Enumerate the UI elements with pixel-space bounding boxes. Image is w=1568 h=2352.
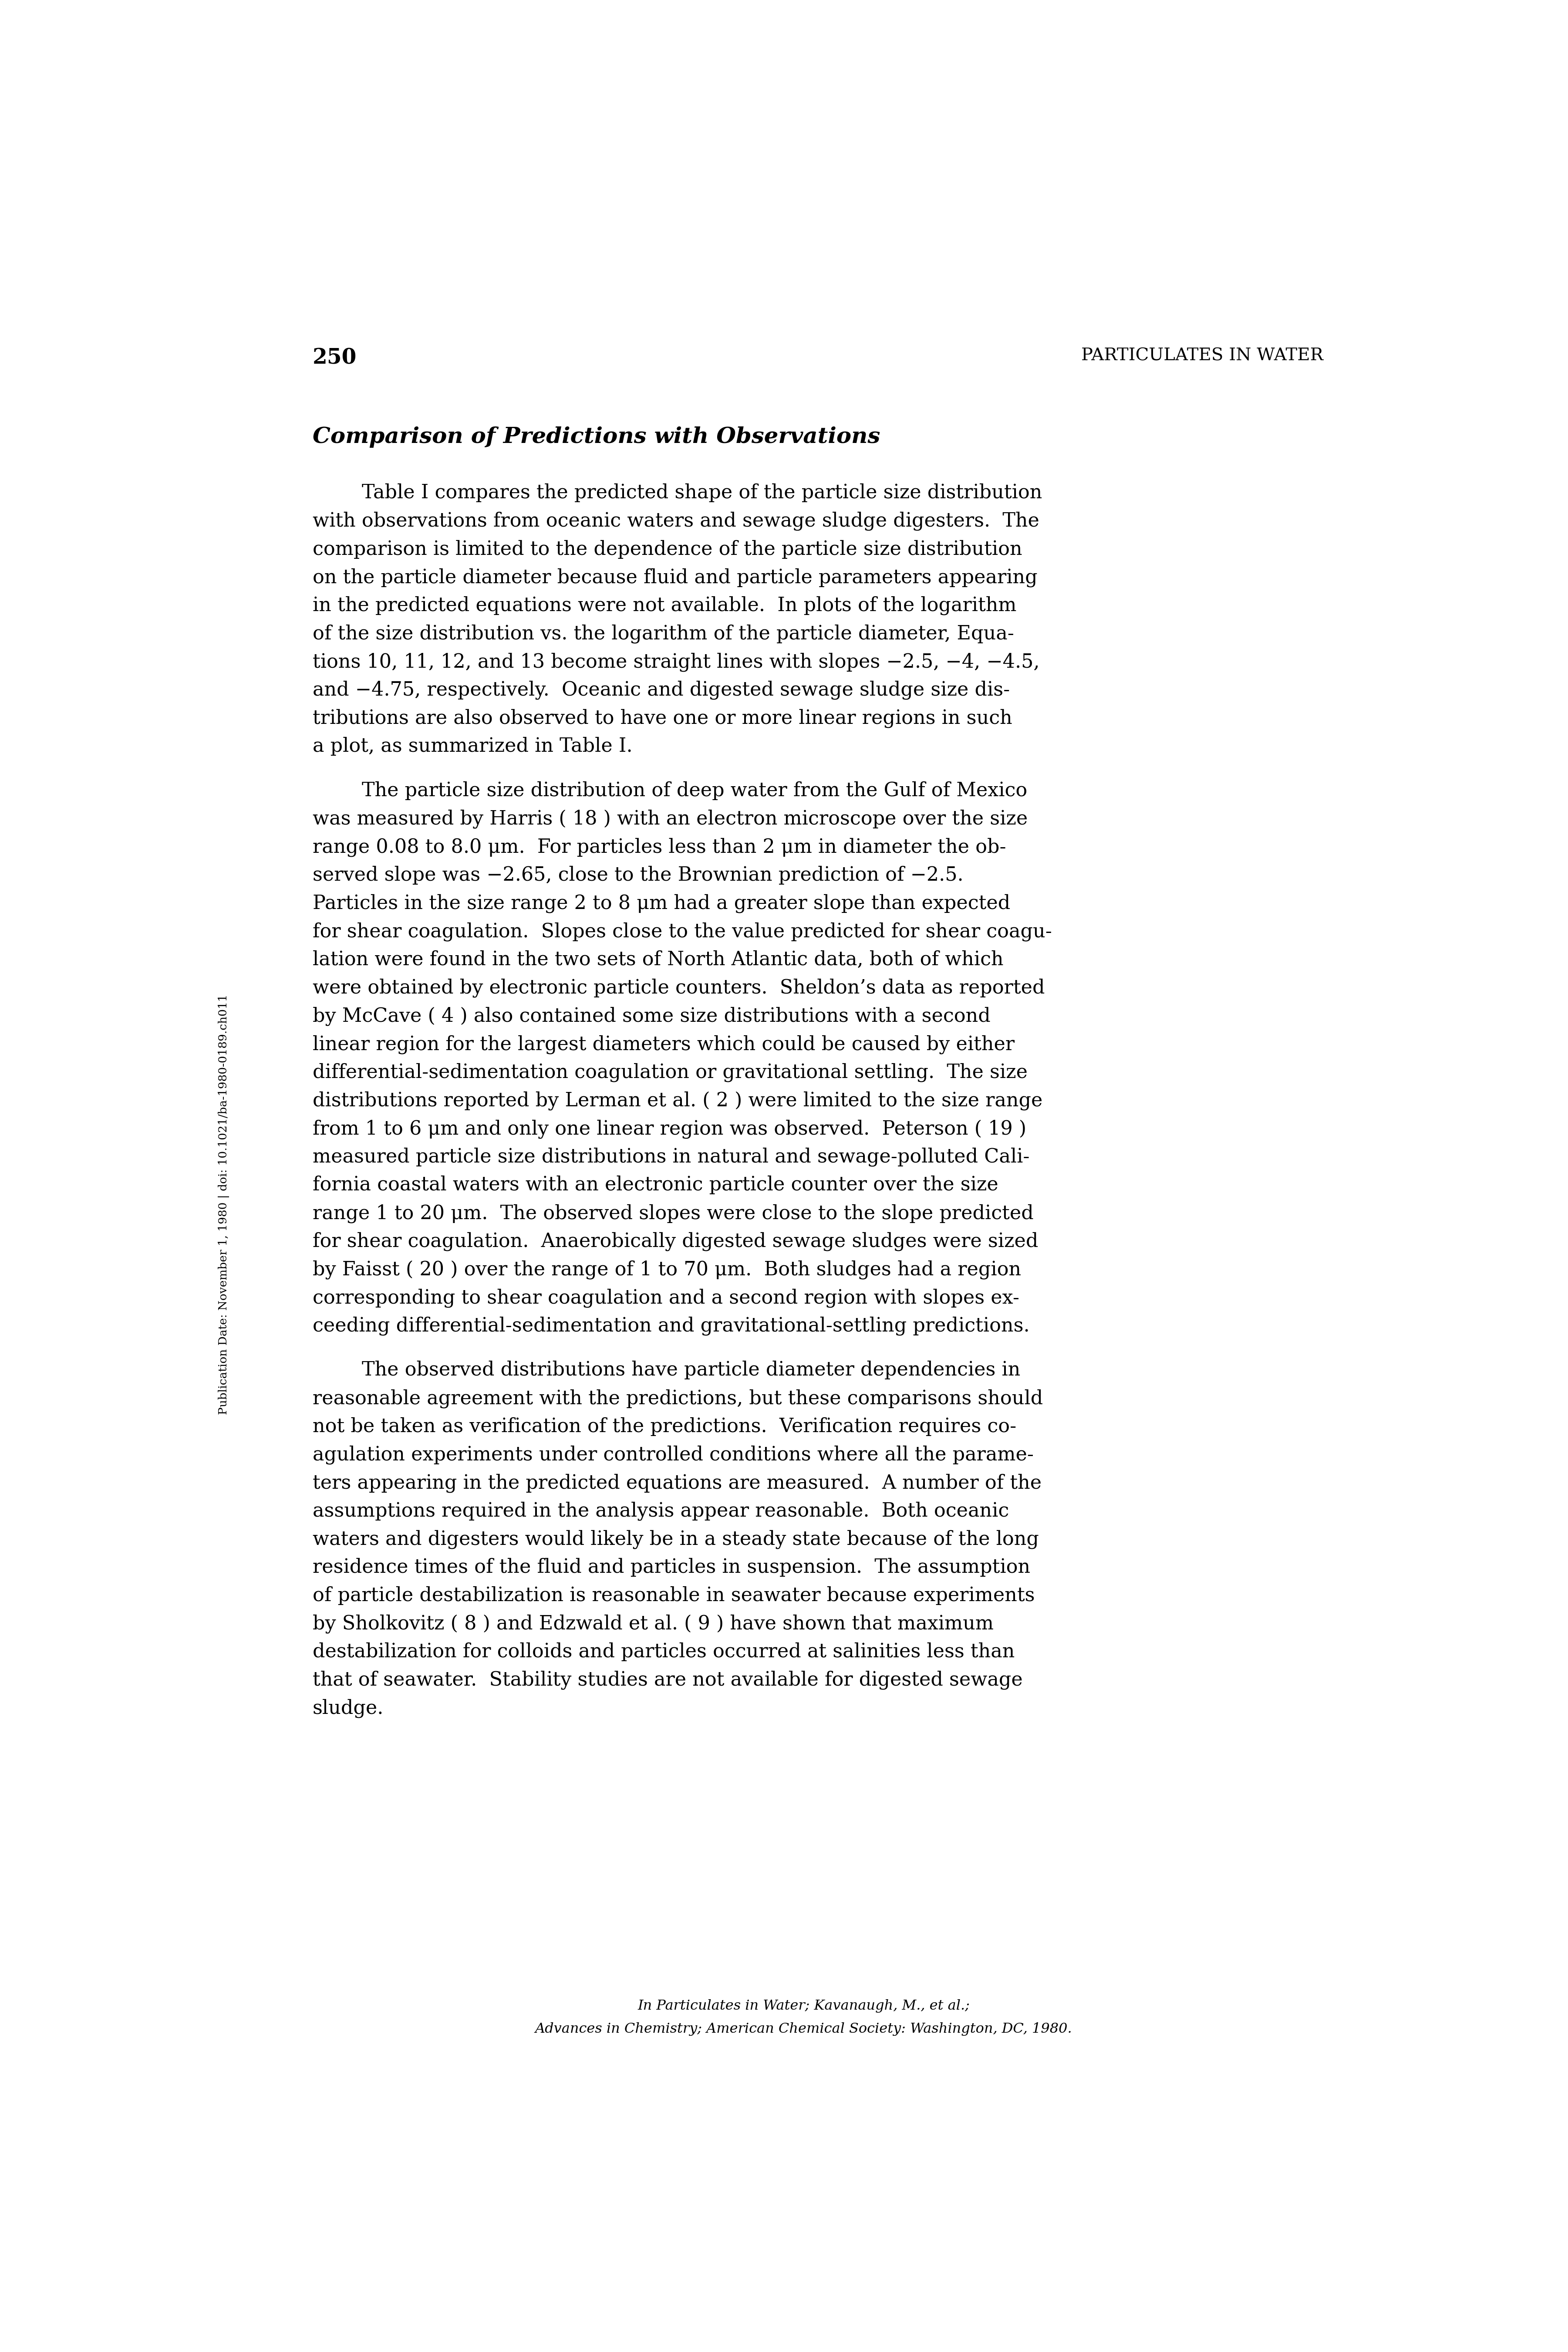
Text: PARTICULATES IN WATER: PARTICULATES IN WATER <box>1080 348 1323 365</box>
Text: Particles in the size range 2 to 8 μm had a greater slope than expected: Particles in the size range 2 to 8 μm ha… <box>312 894 1010 913</box>
Text: a plot, as summarized in Table I.: a plot, as summarized in Table I. <box>312 736 632 755</box>
Text: for shear coagulation.  Anaerobically digested sewage sludges were sized: for shear coagulation. Anaerobically dig… <box>312 1232 1038 1251</box>
Text: linear region for the largest diameters which could be caused by either: linear region for the largest diameters … <box>312 1035 1014 1054</box>
Text: were obtained by electronic particle counters.  Sheldon’s data as reported: were obtained by electronic particle cou… <box>312 978 1044 997</box>
Text: 250: 250 <box>312 348 356 369</box>
Text: fornia coastal waters with an electronic particle counter over the size: fornia coastal waters with an electronic… <box>312 1176 999 1195</box>
Text: differential-sedimentation coagulation or gravitational settling.  The size: differential-sedimentation coagulation o… <box>312 1063 1027 1082</box>
Text: for shear coagulation.  Slopes close to the value predicted for shear coagu-: for shear coagulation. Slopes close to t… <box>312 922 1052 941</box>
Text: agulation experiments under controlled conditions where all the parame-: agulation experiments under controlled c… <box>312 1446 1033 1465</box>
Text: The observed distributions have particle diameter dependencies in: The observed distributions have particle… <box>312 1362 1021 1381</box>
Text: destabilization for colloids and particles occurred at salinities less than: destabilization for colloids and particl… <box>312 1642 1014 1661</box>
Text: in the predicted equations were not available.  In plots of the logarithm: in the predicted equations were not avai… <box>312 595 1016 616</box>
Text: range 0.08 to 8.0 μm.  For particles less than 2 μm in diameter the ob-: range 0.08 to 8.0 μm. For particles less… <box>312 837 1007 856</box>
Text: corresponding to shear coagulation and a second region with slopes ex-: corresponding to shear coagulation and a… <box>312 1289 1019 1308</box>
Text: Table I compares the predicted shape of the particle size distribution: Table I compares the predicted shape of … <box>312 485 1043 503</box>
Text: The particle size distribution of deep water from the Gulf of Mexico: The particle size distribution of deep w… <box>312 781 1027 800</box>
Text: by Faisst ( 20 ) over the range of 1 to 70 μm.  Both sludges had a region: by Faisst ( 20 ) over the range of 1 to … <box>312 1261 1021 1279</box>
Text: of the size distribution vs. the logarithm of the particle diameter, Equa-: of the size distribution vs. the logarit… <box>312 623 1014 644</box>
Text: Comparison of Predictions with Observations: Comparison of Predictions with Observati… <box>312 426 880 447</box>
Text: assumptions required in the analysis appear reasonable.  Both oceanic: assumptions required in the analysis app… <box>312 1501 1008 1522</box>
Text: and −4.75, respectively.  Oceanic and digested sewage sludge size dis-: and −4.75, respectively. Oceanic and dig… <box>312 680 1010 699</box>
Text: served slope was −2.65, close to the Brownian prediction of −2.5.: served slope was −2.65, close to the Bro… <box>312 866 963 884</box>
Text: range 1 to 20 μm.  The observed slopes were close to the slope predicted: range 1 to 20 μm. The observed slopes we… <box>312 1204 1033 1223</box>
Text: sludge.: sludge. <box>312 1698 384 1717</box>
Text: comparison is limited to the dependence of the particle size distribution: comparison is limited to the dependence … <box>312 541 1022 560</box>
Text: ceeding differential-sedimentation and gravitational-settling predictions.: ceeding differential-sedimentation and g… <box>312 1317 1030 1336</box>
Text: distributions reported by Lerman et al. ( 2 ) were limited to the size range: distributions reported by Lerman et al. … <box>312 1091 1043 1110</box>
Text: was measured by Harris ( 18 ) with an electron microscope over the size: was measured by Harris ( 18 ) with an el… <box>312 809 1027 828</box>
Text: residence times of the fluid and particles in suspension.  The assumption: residence times of the fluid and particl… <box>312 1557 1030 1576</box>
Text: by Sholkovitz ( 8 ) and Edzwald et al. ( 9 ) have shown that maximum: by Sholkovitz ( 8 ) and Edzwald et al. (… <box>312 1613 994 1632</box>
Text: lation were found in the two sets of North Atlantic data, both of which: lation were found in the two sets of Nor… <box>312 950 1004 969</box>
Text: In Particulates in Water; Kavanaugh, M., et al.;: In Particulates in Water; Kavanaugh, M.,… <box>638 1999 969 2013</box>
Text: from 1 to 6 μm and only one linear region was observed.  Peterson ( 19 ): from 1 to 6 μm and only one linear regio… <box>312 1120 1025 1138</box>
Text: reasonable agreement with the predictions, but these comparisons should: reasonable agreement with the prediction… <box>312 1390 1043 1409</box>
Text: Advances in Chemistry; American Chemical Society: Washington, DC, 1980.: Advances in Chemistry; American Chemical… <box>535 2023 1073 2037</box>
Text: measured particle size distributions in natural and sewage-polluted Cali-: measured particle size distributions in … <box>312 1148 1029 1167</box>
Text: Publication Date: November 1, 1980 | doi: 10.1021/ba-1980-0189.ch011: Publication Date: November 1, 1980 | doi… <box>218 995 229 1416</box>
Text: by McCave ( 4 ) also contained some size distributions with a second: by McCave ( 4 ) also contained some size… <box>312 1007 991 1025</box>
Text: not be taken as verification of the predictions.  Verification requires co-: not be taken as verification of the pred… <box>312 1418 1016 1437</box>
Text: waters and digesters would likely be in a steady state because of the long: waters and digesters would likely be in … <box>312 1529 1038 1550</box>
Text: with observations from oceanic waters and sewage sludge digesters.  The: with observations from oceanic waters an… <box>312 513 1040 532</box>
Text: tributions are also observed to have one or more linear regions in such: tributions are also observed to have one… <box>312 708 1011 727</box>
Text: on the particle diameter because fluid and particle parameters appearing: on the particle diameter because fluid a… <box>312 567 1038 588</box>
Text: tions 10, 11, 12, and 13 become straight lines with slopes −2.5, −4, −4.5,: tions 10, 11, 12, and 13 become straight… <box>312 652 1040 673</box>
Text: ters appearing in the predicted equations are measured.  A number of the: ters appearing in the predicted equation… <box>312 1472 1041 1494</box>
Text: that of seawater.  Stability studies are not available for digested sewage: that of seawater. Stability studies are … <box>312 1670 1022 1689</box>
Text: of particle destabilization is reasonable in seawater because experiments: of particle destabilization is reasonabl… <box>312 1585 1035 1604</box>
